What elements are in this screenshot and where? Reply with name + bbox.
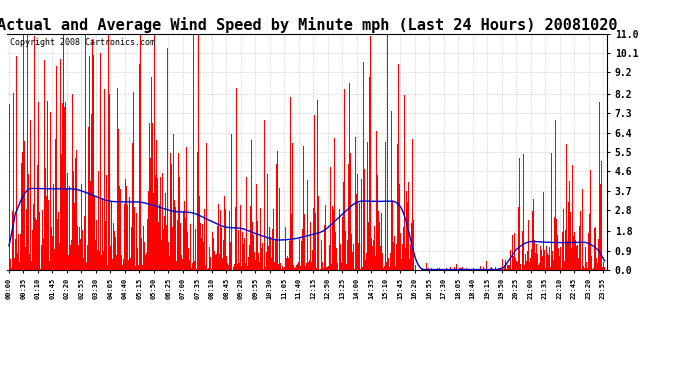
Title: Actual and Average Wind Speed by Minute mph (Last 24 Hours) 20081020: Actual and Average Wind Speed by Minute … bbox=[0, 16, 618, 33]
Text: Copyright 2008 Cartronics.com: Copyright 2008 Cartronics.com bbox=[10, 39, 155, 48]
